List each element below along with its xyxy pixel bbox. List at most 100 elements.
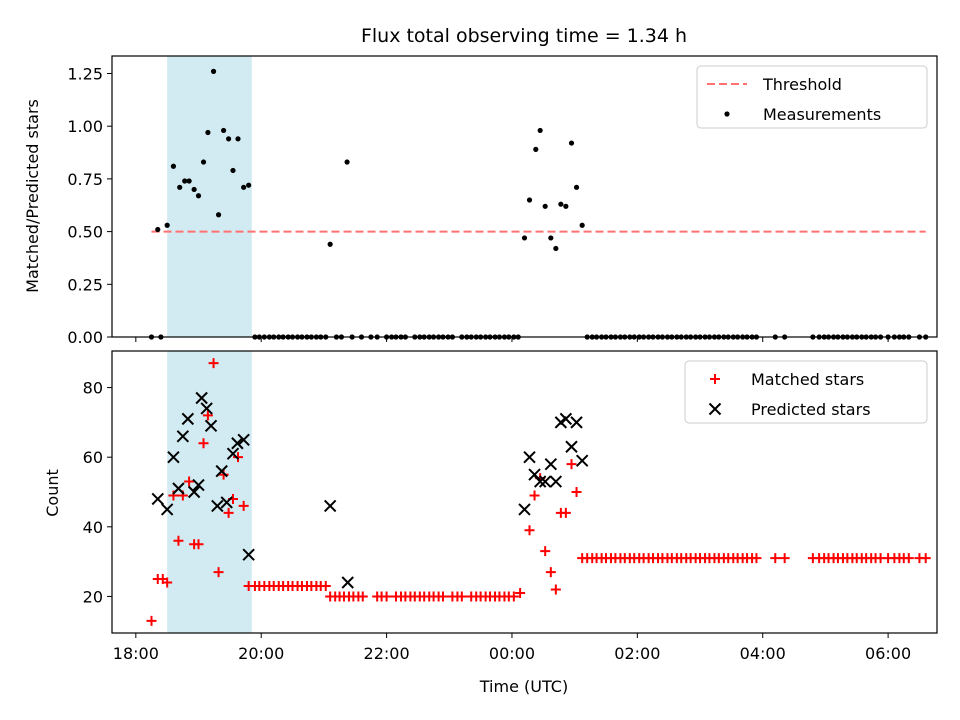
data-point <box>231 437 244 450</box>
data-point <box>172 482 185 495</box>
data-point <box>204 419 218 433</box>
data-point <box>220 496 233 509</box>
legend-label: Predicted stars <box>751 400 871 419</box>
data-point <box>573 184 580 190</box>
top-panel: 0.00 0.25 0.50 0.75 1.00 1.25 Threshold Measure… <box>67 55 938 347</box>
data-point <box>173 535 184 546</box>
data-point <box>230 167 236 174</box>
data-point <box>215 464 228 478</box>
data-point <box>579 222 585 228</box>
data-point <box>770 553 781 564</box>
bottom-panel-legend: Matched stars Predicted stars <box>684 360 928 424</box>
data-point <box>184 476 195 487</box>
data-point <box>238 500 249 511</box>
data-point <box>241 184 247 190</box>
chart-title: Flux total observing time = 1.34 h <box>361 25 687 47</box>
data-point <box>533 146 539 152</box>
data-point <box>570 416 583 429</box>
data-point <box>162 577 173 588</box>
x-tick-label: 22:00 <box>364 644 410 663</box>
data-point <box>320 581 331 591</box>
x-tick-label: 00:00 <box>489 644 535 663</box>
top-panel-legend: Threshold Measurements <box>696 65 928 129</box>
data-point <box>545 567 556 578</box>
x-tick-label: 04:00 <box>740 644 786 663</box>
legend-label: Threshold <box>762 75 842 94</box>
top-panel-frame <box>111 55 938 338</box>
data-point <box>226 136 232 142</box>
data-point <box>568 140 575 146</box>
bottom-panel-series-matched-stars <box>146 358 931 626</box>
data-point <box>200 402 213 415</box>
data-point <box>200 159 207 165</box>
legend-label: Measurements <box>763 105 881 124</box>
data-point <box>438 591 449 602</box>
legend-label: Matched stars <box>751 370 864 389</box>
data-point <box>218 469 229 480</box>
data-point <box>155 226 161 233</box>
data-point <box>211 499 224 513</box>
data-point <box>571 487 582 497</box>
data-point <box>357 591 368 602</box>
y-tick-label: 1.25 <box>67 64 103 83</box>
data-point <box>237 433 250 446</box>
data-point <box>151 492 164 506</box>
data-point <box>246 182 252 188</box>
x-tick-label: 06:00 <box>865 644 911 663</box>
bottom-panel-frame <box>111 350 938 634</box>
data-point <box>233 452 244 463</box>
x-tick-label: 20:00 <box>238 644 284 663</box>
data-point <box>187 485 201 499</box>
data-point <box>182 178 188 184</box>
data-point <box>176 430 190 443</box>
data-point <box>195 391 208 405</box>
data-point <box>327 241 333 247</box>
data-point <box>575 454 589 467</box>
data-point <box>529 490 540 501</box>
y-tick-label: 0.00 <box>67 328 103 347</box>
data-point <box>195 193 202 199</box>
data-point <box>235 136 241 142</box>
data-point <box>523 450 536 464</box>
bottom-panel-series-predicted-stars <box>151 391 589 589</box>
x-axis-label: Time (UTC) <box>479 677 568 696</box>
x-tick-label: 02:00 <box>614 644 660 663</box>
y-tick-label: 1.00 <box>67 117 103 136</box>
legend-marker <box>710 374 720 384</box>
data-point <box>181 412 195 426</box>
legend-marker <box>708 402 722 416</box>
data-point <box>192 478 205 492</box>
data-point <box>167 450 180 464</box>
data-point <box>341 576 354 589</box>
data-point <box>537 127 543 134</box>
data-point <box>751 553 762 564</box>
y-tick-label: 20 <box>83 587 103 606</box>
data-point <box>205 129 211 136</box>
data-point <box>177 184 183 190</box>
data-point <box>191 186 197 193</box>
data-point <box>533 475 547 488</box>
data-point <box>538 475 552 488</box>
data-point <box>550 584 561 595</box>
legend-marker <box>724 111 730 117</box>
y-tick-label: 80 <box>83 379 103 398</box>
y-tick-label: 0.50 <box>67 223 103 242</box>
data-point <box>549 475 563 488</box>
data-point <box>146 615 157 626</box>
data-point <box>210 68 217 74</box>
data-point <box>226 447 240 460</box>
data-point <box>566 459 577 470</box>
plot-layer: 0.00 0.25 0.50 0.75 1.00 1.25 Threshold Measure… <box>67 55 938 663</box>
data-point <box>920 553 931 564</box>
data-point <box>540 546 551 557</box>
data-point <box>208 358 219 369</box>
data-point <box>160 503 174 516</box>
data-point <box>548 235 554 241</box>
legend-frame <box>684 360 928 424</box>
data-point <box>563 203 569 209</box>
y-tick-label: 0.25 <box>67 275 103 294</box>
y-tick-label: 0.75 <box>67 170 103 189</box>
data-point <box>193 539 204 550</box>
data-point <box>521 235 528 241</box>
